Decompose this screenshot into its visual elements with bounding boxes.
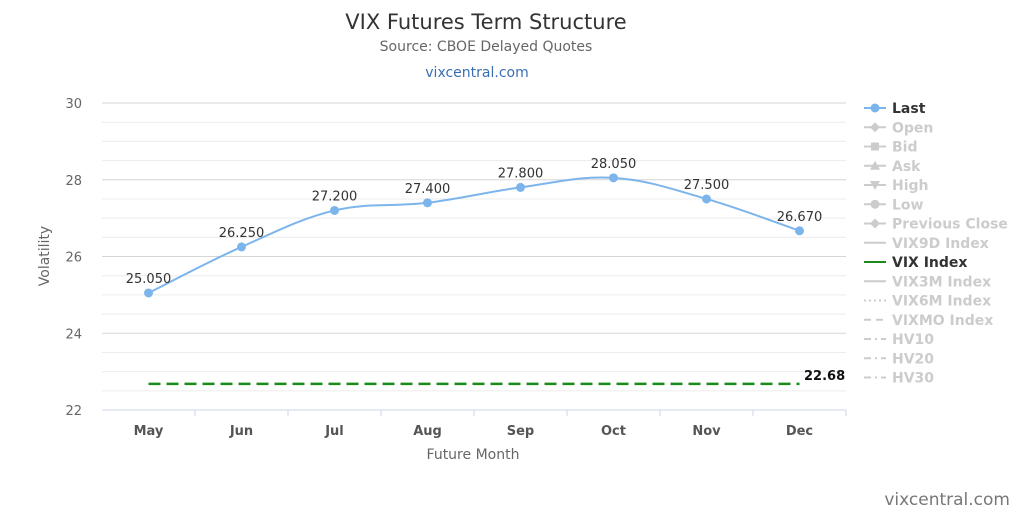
last-data-point <box>330 205 339 215</box>
last-data-point <box>795 226 804 236</box>
legend-label: Bid <box>892 140 918 156</box>
grid-lines <box>102 102 846 411</box>
y-tick-label: 26 <box>65 251 82 266</box>
legend-marker-diamond <box>870 122 880 133</box>
legend-label: VIX6M Index <box>892 294 991 310</box>
y-axis-title: Volatility <box>37 226 53 286</box>
legend-label: High <box>892 178 929 194</box>
legend-item[interactable]: Open <box>864 120 933 136</box>
last-data-label: 28.050 <box>591 157 637 172</box>
last-data-label: 27.500 <box>684 178 730 193</box>
last-data-point <box>237 242 246 252</box>
legend-marker-triangle-down <box>870 181 880 190</box>
x-tick-label: Jul <box>324 424 344 439</box>
y-tick-label: 28 <box>65 174 82 189</box>
legend-item[interactable]: HV30 <box>864 371 934 387</box>
y-tick-label: 30 <box>65 97 82 112</box>
series-layer: 25.050 26.250 27.200 27.400 27.800 28.050 27.5… <box>126 157 845 386</box>
last-data-label: 27.200 <box>312 189 358 204</box>
legend-item[interactable]: HV10 <box>864 332 934 348</box>
chart-title: VIX Futures Term Structure <box>345 10 626 34</box>
y-tick-label: 22 <box>65 404 82 419</box>
legend-label: VIX Index <box>892 255 967 271</box>
legend-label: Last <box>892 101 926 117</box>
legend-label: Low <box>892 197 924 213</box>
legend-item[interactable]: VIX3M Index <box>864 274 991 290</box>
legend-label: VIX3M Index <box>892 274 991 290</box>
legend-label: Previous Close <box>892 217 1008 233</box>
x-tick-label: Sep <box>507 424 535 439</box>
legend-marker-square <box>871 142 879 151</box>
legend-marker-diamond <box>870 218 880 229</box>
chart-subtitle: Source: CBOE Delayed Quotes <box>380 39 593 55</box>
x-axis: May Jun Jul Aug Sep Oct Nov Dec <box>134 410 847 439</box>
y-axis: 22 24 26 28 30 <box>65 97 82 419</box>
legend-item[interactable]: HV20 <box>864 351 934 367</box>
legend-item[interactable]: Previous Close <box>864 217 1008 233</box>
source-link[interactable]: vixcentral.com <box>425 65 528 81</box>
legend-marker-circle <box>870 103 880 113</box>
legend: Last Open Bid Ask High Low Previous Close VIX9D… <box>864 101 1008 387</box>
legend-label: HV10 <box>892 332 934 348</box>
credit-watermark: vixcentral.com <box>884 490 1010 510</box>
last-data-point <box>144 288 153 298</box>
x-tick-label: Oct <box>601 424 626 439</box>
legend-label: HV20 <box>892 351 934 367</box>
legend-item[interactable]: VIXMO Index <box>864 313 993 329</box>
y-tick-label: 24 <box>65 327 82 342</box>
last-data-point <box>423 198 432 208</box>
last-data-label: 25.050 <box>126 272 172 287</box>
legend-label: HV30 <box>892 371 934 387</box>
x-tick-label: Jun <box>229 424 253 439</box>
x-tick-label: Dec <box>786 424 813 439</box>
legend-item[interactable]: VIX6M Index <box>864 294 991 310</box>
x-tick-label: Aug <box>413 424 442 439</box>
legend-label: Ask <box>892 159 921 175</box>
legend-label: VIXMO Index <box>892 313 993 329</box>
legend-marker-circle <box>870 199 880 209</box>
last-data-point <box>516 182 525 192</box>
x-axis-title: Future Month <box>427 447 520 463</box>
legend-item[interactable]: Low <box>864 197 924 213</box>
legend-item[interactable]: Ask <box>864 159 921 175</box>
legend-item[interactable]: Last <box>864 101 926 117</box>
legend-item[interactable]: VIX Index <box>864 255 967 271</box>
last-data-point <box>702 194 711 204</box>
x-tick-label: May <box>134 424 164 439</box>
vix-index-label: 22.68 <box>804 369 845 384</box>
legend-marker-triangle <box>870 160 880 170</box>
legend-item[interactable]: VIX9D Index <box>864 236 989 252</box>
legend-label: Open <box>892 120 933 136</box>
legend-item[interactable]: Bid <box>864 140 918 156</box>
legend-item[interactable]: High <box>864 178 929 194</box>
last-data-label: 26.250 <box>219 226 265 241</box>
legend-label: VIX9D Index <box>892 236 989 252</box>
last-data-label: 27.400 <box>405 182 451 197</box>
last-data-label: 26.670 <box>777 210 823 225</box>
last-data-label: 27.800 <box>498 166 544 181</box>
x-tick-label: Nov <box>692 424 721 439</box>
last-data-point <box>609 173 618 183</box>
